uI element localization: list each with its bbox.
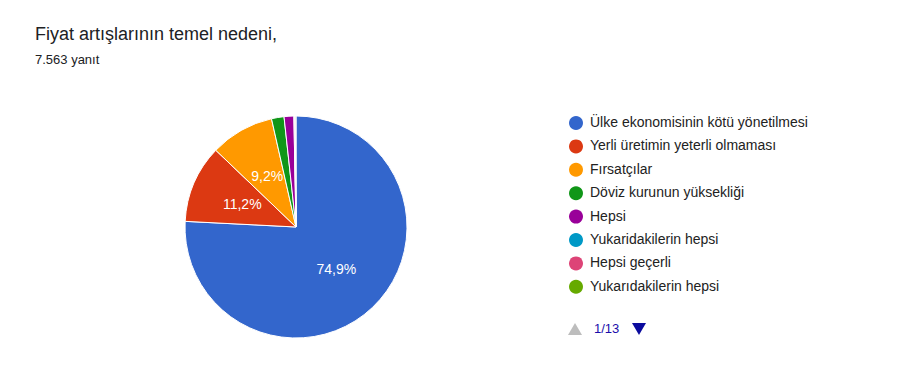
svg-text:Yukarıdakilerin hepsi: Yukarıdakilerin hepsi [590, 278, 719, 294]
svg-text:Döviz kurunun yüksekliği: Döviz kurunun yüksekliği [590, 184, 744, 200]
svg-text:11,2%: 11,2% [223, 196, 262, 212]
svg-text:7.563 yanıt: 7.563 yanıt [35, 52, 100, 67]
svg-text:Hepsi: Hepsi [590, 208, 626, 224]
svg-text:Yerli üretimin yeterli olmamas: Yerli üretimin yeterli olmaması [590, 137, 776, 153]
svg-text:Yukaridakilerin hepsi: Yukaridakilerin hepsi [590, 231, 718, 247]
svg-text:Ülke ekonomisinin kötü yönetil: Ülke ekonomisinin kötü yönetilmesi [590, 113, 808, 130]
svg-text:1/13: 1/13 [594, 321, 619, 336]
svg-text:Hepsi geçerli: Hepsi geçerli [590, 254, 671, 270]
svg-text:Fırsatçılar: Fırsatçılar [590, 161, 653, 177]
svg-text:74,9%: 74,9% [316, 261, 356, 277]
svg-text:Fiyat artışlarının temel neden: Fiyat artışlarının temel nedeni, [35, 24, 277, 44]
svg-text:9,2%: 9,2% [251, 168, 283, 184]
